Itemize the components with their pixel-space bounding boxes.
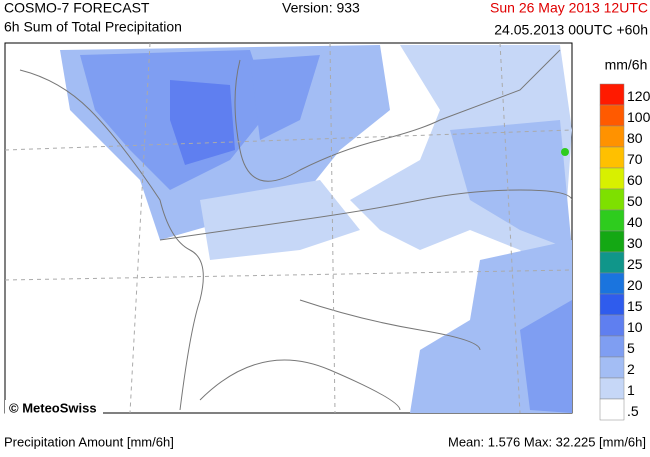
legend-swatch (599, 230, 625, 253)
credit: © MeteoSwiss (9, 400, 97, 415)
legend-swatch (599, 125, 625, 148)
legend-label: 2 (627, 361, 635, 377)
legend-swatch (599, 356, 625, 379)
valid-time: Sun 26 May 2013 12UTC (490, 0, 648, 16)
legend-label: 60 (627, 172, 643, 188)
legend-label: 10 (627, 319, 643, 335)
legend-swatch (599, 104, 625, 127)
legend-label: .5 (627, 403, 639, 419)
legend-label: 25 (627, 256, 643, 272)
graticule (4, 42, 573, 414)
legend-label: 80 (627, 130, 643, 146)
precip-field (60, 45, 572, 413)
legend-swatch (599, 209, 625, 232)
borders (19, 49, 572, 411)
footer-right: Mean: 1.576 Max: 32.225 [mm/6h] (448, 434, 646, 449)
legend-swatch (599, 398, 625, 421)
legend-swatch (599, 188, 625, 211)
legend-swatch (599, 251, 625, 274)
legend-label: 20 (627, 277, 643, 293)
legend-label: 70 (627, 151, 643, 167)
legend-swatch (599, 377, 625, 400)
subtitle: 6h Sum of Total Precipitation (4, 19, 182, 35)
footer-left: Precipitation Amount [mm/6h] (4, 434, 174, 449)
legend-swatch (599, 293, 625, 316)
legend-swatch (599, 314, 625, 337)
legend-label: 40 (627, 214, 643, 230)
legend-label: 1 (627, 382, 635, 398)
legend-label: 120 (627, 88, 650, 104)
title: COSMO-7 FORECAST (4, 0, 150, 16)
legend-swatch (599, 167, 625, 190)
legend-label: 5 (627, 340, 635, 356)
map: © MeteoSwiss (4, 42, 573, 415)
legend-swatch (599, 83, 625, 106)
legend-swatch (599, 335, 625, 358)
run-time: 24.05.2013 00UTC +60h (494, 22, 648, 38)
legend-label: 15 (627, 298, 643, 314)
legend-label: 30 (627, 235, 643, 251)
legend: 120 100 80 70 60 50 40 30 25 20 15 10 5 2 1 .5 (599, 83, 650, 421)
version: Version: 933 (282, 0, 360, 16)
legend-swatch (599, 272, 625, 295)
legend-label: 50 (627, 193, 643, 209)
legend-unit: mm/6h (605, 57, 648, 73)
legend-label: 100 (627, 109, 650, 125)
legend-swatch (599, 146, 625, 169)
